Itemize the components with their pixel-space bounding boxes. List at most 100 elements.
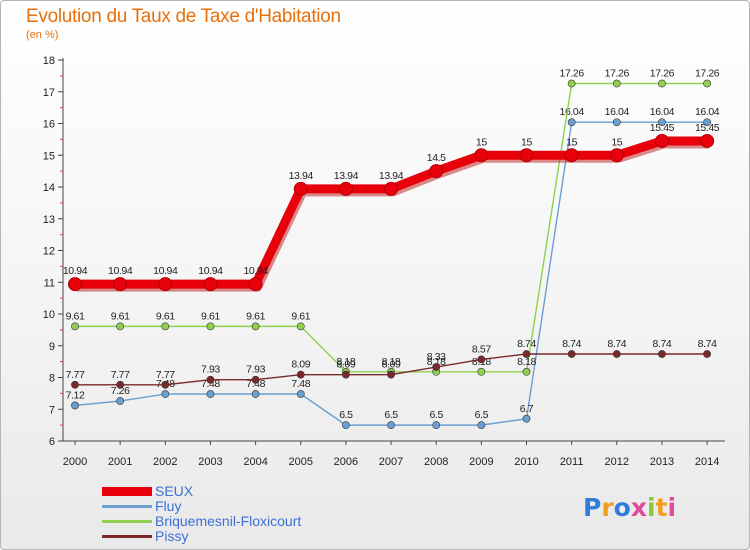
series-fluy-point bbox=[161, 390, 170, 398]
series-pissy-point bbox=[658, 350, 666, 358]
series-fluy-point bbox=[206, 390, 215, 398]
series-briquemesnil-floxicourt-data-label: 9.61 bbox=[246, 310, 265, 322]
series-pissy-data-label: 8.57 bbox=[472, 343, 491, 355]
series-seux-data-label: 10.94 bbox=[153, 265, 178, 277]
series-seux-data-label: 15.45 bbox=[650, 122, 675, 134]
series-briquemesnil-floxicourt-point bbox=[567, 79, 576, 88]
legend-label-seux: SEUX bbox=[155, 483, 194, 499]
series-pissy-point bbox=[477, 355, 486, 364]
series-fluy-point bbox=[432, 421, 441, 430]
series-seux-point bbox=[474, 148, 489, 163]
series-seux-point bbox=[564, 148, 579, 163]
series-fluy-point bbox=[387, 421, 395, 430]
x-tick-label-2010: 2010 bbox=[514, 456, 538, 468]
series-fluy-point bbox=[522, 414, 531, 423]
y-tick-label-7: 7 bbox=[49, 404, 55, 416]
series-fluy-point bbox=[296, 390, 305, 398]
series-briquemesnil-floxicourt-data-label: 17.26 bbox=[605, 67, 630, 79]
x-tick-label-2001: 2001 bbox=[108, 456, 132, 468]
series-briquemesnil-floxicourt-point bbox=[477, 367, 486, 376]
y-tick-label-17: 17 bbox=[43, 87, 55, 99]
series-briquemesnil-floxicourt-point bbox=[116, 322, 125, 331]
logo-letter: P bbox=[583, 493, 601, 522]
series-pissy-data-label: 8.74 bbox=[653, 338, 672, 350]
x-tick-label-2006: 2006 bbox=[334, 456, 358, 468]
series-briquemesnil-floxicourt-point bbox=[612, 79, 621, 88]
legend-swatch-seux bbox=[102, 487, 152, 496]
series-briquemesnil-floxicourt-point bbox=[71, 322, 79, 331]
series-pissy-data-label: 8.74 bbox=[607, 338, 626, 350]
x-tick-label-2003: 2003 bbox=[198, 456, 222, 468]
series-seux-point bbox=[519, 148, 534, 163]
series-fluy-point bbox=[658, 118, 666, 127]
series-fluy-point bbox=[477, 421, 486, 430]
logo-letter: i bbox=[647, 493, 656, 522]
series-seux-data-label: 13.94 bbox=[379, 170, 404, 182]
series-briquemesnil-floxicourt-data-label: 9.61 bbox=[66, 310, 85, 322]
series-briquemesnil-floxicourt-data-label: 17.26 bbox=[650, 67, 675, 79]
series-seux-point bbox=[609, 148, 624, 163]
series-briquemesnil-floxicourt-data-label: 9.61 bbox=[291, 310, 310, 322]
series-seux-data-label: 15 bbox=[521, 136, 532, 148]
series-fluy-data-label: 6.5 bbox=[384, 409, 398, 421]
series-seux-data-label: 15 bbox=[476, 136, 487, 148]
series-fluy-data-label: 7.48 bbox=[291, 378, 310, 390]
series-briquemesnil-floxicourt-point bbox=[251, 322, 260, 331]
legend-label-pissy: Pissy bbox=[155, 528, 188, 544]
series-seux-point bbox=[429, 164, 444, 179]
series-pissy-data-label: 8.09 bbox=[336, 359, 355, 371]
logo-letter: t bbox=[656, 493, 668, 522]
logo-letter: r bbox=[601, 493, 614, 522]
series-briquemesnil-floxicourt-point bbox=[296, 322, 305, 331]
series-pissy-data-label: 8.09 bbox=[291, 359, 310, 371]
series-fluy-data-label: 6.5 bbox=[339, 409, 353, 421]
series-pissy-point bbox=[432, 363, 441, 371]
legend-swatch-pissy bbox=[102, 535, 152, 538]
legend-swatch-fluy bbox=[102, 505, 152, 508]
x-tick-label-2014: 2014 bbox=[695, 456, 719, 468]
series-fluy-point bbox=[116, 397, 125, 405]
series-pissy-data-label: 8.09 bbox=[382, 359, 401, 371]
y-tick-label-8: 8 bbox=[49, 373, 55, 385]
series-seux-data-label: 10.94 bbox=[108, 265, 133, 277]
y-tick-label-6: 6 bbox=[49, 436, 55, 448]
series-pissy-point bbox=[522, 350, 531, 358]
series-fluy-data-label: 7.26 bbox=[111, 385, 130, 397]
series-seux-data-label: 15 bbox=[566, 136, 577, 148]
x-tick-label-2000: 2000 bbox=[63, 456, 87, 468]
series-pissy-point bbox=[206, 375, 215, 384]
x-tick-label-2009: 2009 bbox=[469, 456, 493, 468]
series-fluy-point bbox=[612, 118, 621, 127]
chart-title: Evolution du Taux de Taxe d'Habitation bbox=[26, 6, 341, 27]
series-briquemesnil-floxicourt-data-label: 8.18 bbox=[517, 356, 536, 368]
x-tick-label-2011: 2011 bbox=[560, 456, 584, 468]
series-fluy-data-label: 7.48 bbox=[246, 378, 265, 390]
series-seux-data-label: 13.94 bbox=[334, 170, 359, 182]
series-pissy-point bbox=[567, 350, 576, 358]
series-pissy-data-label: 7.77 bbox=[111, 369, 130, 381]
series-pissy-data-label: 8.74 bbox=[517, 338, 536, 350]
series-seux-data-label: 10.94 bbox=[243, 265, 268, 277]
series-seux-data-label: 10.94 bbox=[198, 265, 223, 277]
logo-letter: o bbox=[614, 493, 631, 522]
series-seux-point bbox=[203, 277, 218, 292]
series-briquemesnil-floxicourt-data-label: 9.61 bbox=[156, 310, 175, 322]
series-pissy-data-label: 8.74 bbox=[698, 338, 717, 350]
series-fluy-point bbox=[341, 421, 350, 430]
series-briquemesnil-floxicourt-data-label: 17.26 bbox=[695, 67, 720, 79]
series-briquemesnil-floxicourt-data-label: 8.18 bbox=[427, 356, 446, 368]
series-pissy-data-label: 7.93 bbox=[246, 364, 265, 376]
series-fluy-data-label: 6.7 bbox=[520, 403, 534, 415]
series-pissy-data-label: 8.74 bbox=[562, 338, 581, 350]
series-pissy-point bbox=[703, 350, 711, 358]
series-fluy-data-label: 16.04 bbox=[605, 106, 630, 118]
y-tick-label-12: 12 bbox=[43, 246, 55, 258]
y-tick-label-9: 9 bbox=[49, 341, 55, 353]
legend-label-fluy: Fluy bbox=[155, 498, 181, 514]
y-tick-label-10: 10 bbox=[43, 309, 55, 321]
series-briquemesnil-floxicourt-point bbox=[658, 79, 666, 88]
x-tick-label-2004: 2004 bbox=[243, 456, 267, 468]
series-pissy-data-label: 7.77 bbox=[156, 369, 175, 381]
series-fluy-data-label: 16.04 bbox=[695, 106, 720, 118]
